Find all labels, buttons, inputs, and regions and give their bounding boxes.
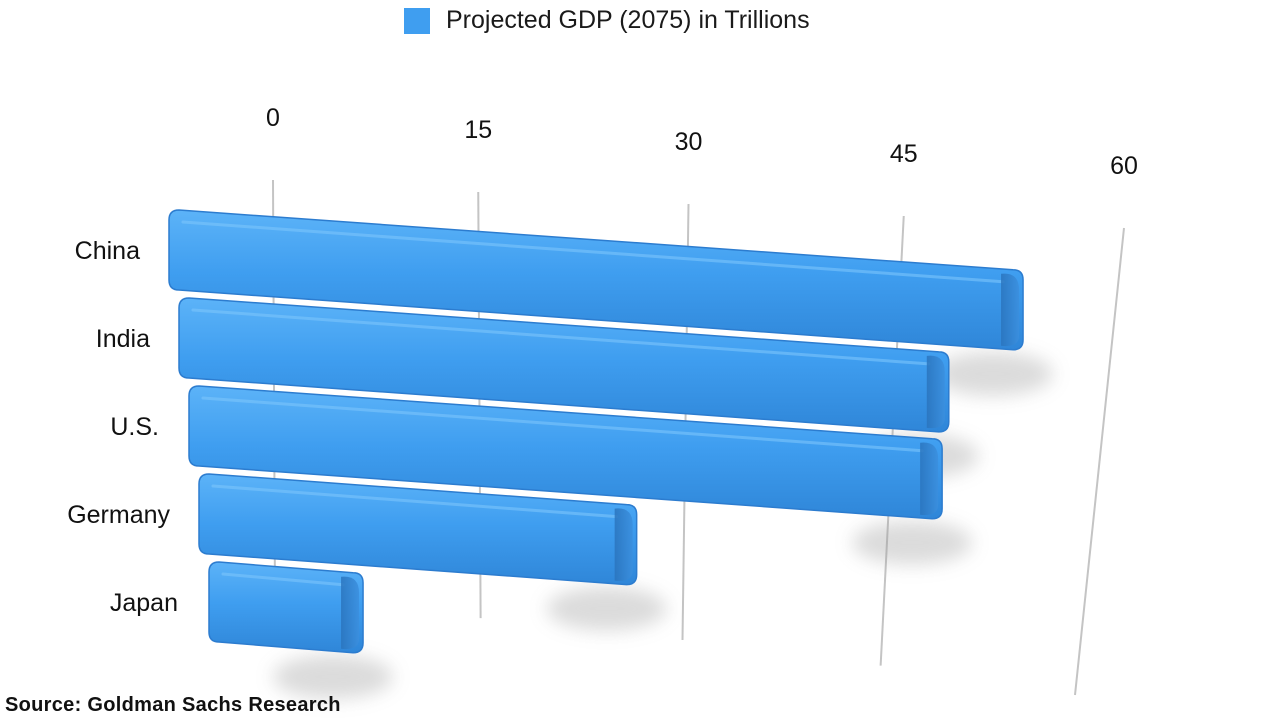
bar (188, 385, 943, 520)
x-tick-label: 0 (266, 104, 280, 132)
source-note: Source: Goldman Sachs Research (5, 694, 341, 716)
bar (178, 297, 950, 433)
bar-end-cap (614, 508, 633, 581)
bar-end-cap (341, 576, 360, 650)
bar-highlight (211, 484, 619, 519)
bar-end-cap (920, 442, 939, 516)
bar-shadow (933, 351, 1054, 396)
bar-end-cap (926, 355, 945, 429)
bar (168, 209, 1024, 351)
bar-highlight (201, 396, 924, 453)
bar-highlight (181, 220, 1005, 284)
bar-shadow (273, 654, 394, 699)
bar (198, 473, 638, 586)
y-category-label: China (75, 237, 140, 265)
gridline (1074, 227, 1125, 696)
y-category-label: India (96, 325, 150, 353)
y-category-label: Japan (110, 589, 178, 617)
x-tick-label: 45 (890, 140, 918, 168)
bar (208, 561, 364, 654)
bar-shadow (852, 520, 973, 565)
x-tick-label: 15 (464, 116, 492, 144)
bar-shadow (546, 586, 667, 631)
legend-swatch (404, 7, 430, 34)
x-tick-label: 30 (675, 128, 703, 156)
chart-legend: Projected GDP (2075) in Trillions (404, 6, 810, 35)
bar-highlight (221, 572, 345, 587)
y-category-label: Germany (67, 501, 170, 529)
bar-end-cap (1001, 273, 1020, 347)
y-category-label: U.S. (110, 413, 159, 441)
bar-highlight (191, 308, 931, 366)
legend-label: Projected GDP (2075) in Trillions (446, 6, 810, 34)
x-tick-label: 60 (1110, 152, 1138, 180)
